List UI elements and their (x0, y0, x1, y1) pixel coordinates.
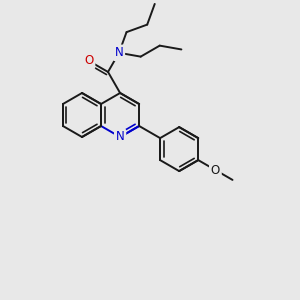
Text: N: N (115, 46, 123, 59)
Text: O: O (84, 54, 94, 68)
Text: O: O (211, 164, 220, 176)
Text: N: N (116, 130, 124, 143)
